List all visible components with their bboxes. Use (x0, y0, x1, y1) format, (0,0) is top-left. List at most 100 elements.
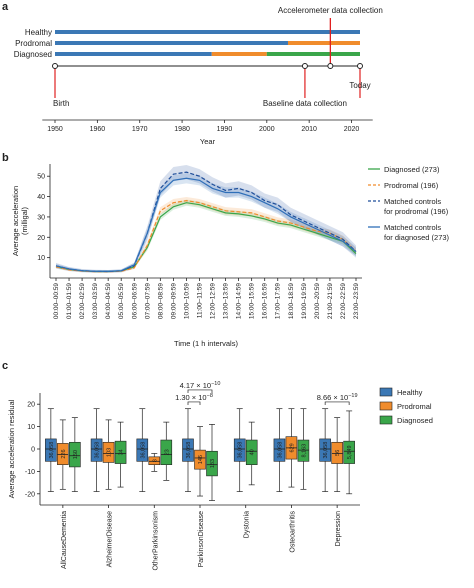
legend-label-3-1: for diagnosed (273) (384, 233, 450, 242)
box-count-6-2: 5,849 (347, 445, 353, 459)
x-tick-label-19: 19:00–19:59 (301, 283, 308, 320)
box-count-5-2: 8,163 (301, 444, 307, 458)
box-count-0-1: 226 (61, 449, 67, 458)
series-line-1 (55, 200, 357, 273)
x-tick-label-16: 16:00–16:59 (262, 283, 269, 320)
box-4-1 (245, 439, 258, 465)
x-tick-label-13: 13:00–13:59 (223, 283, 230, 320)
x-tick-label-11: 11:00–11:59 (196, 283, 203, 319)
box-count-2-1: 8 (152, 459, 158, 462)
x-tick-label-12: 12:00–12:59 (210, 283, 217, 320)
x-tick-label-8: 08:00–08:59 (157, 283, 164, 320)
box-1-1 (102, 441, 115, 463)
x-tick-label-2: 02:00–02:59 (79, 283, 86, 320)
group-label-5: Osteoarthritis (289, 511, 296, 553)
year-tick-label-5: 2000 (259, 126, 275, 133)
x-tick-label-23: 23:00–23:59 (353, 283, 360, 320)
event-label-2: Today (349, 81, 370, 90)
ci-band-1 (56, 196, 356, 273)
x-tick-label-3: 03:00–03:59 (92, 283, 99, 320)
x-tick-label-14: 14:00–14:59 (236, 283, 243, 320)
panel-label-b: b (2, 152, 9, 164)
year-tick-label-7: 2020 (344, 126, 360, 133)
ci-band-0 (56, 199, 356, 273)
x-tick-label-0: 00:00–00:59 (53, 283, 60, 320)
year-tick-label-0: 1950 (47, 126, 63, 133)
box-count-6-1: 56 (335, 450, 341, 456)
legend-label-prodromal: Prodromal (397, 402, 432, 411)
series-line-0 (55, 202, 357, 273)
y-axis-title: Average acceleration residual (7, 399, 16, 498)
box-5-0 (273, 438, 286, 462)
box-2-2 (160, 439, 173, 465)
x-tick-label-15: 15:00–15:59 (249, 283, 256, 320)
legend-swatch-diagnosed (379, 415, 393, 425)
legend-label-2-1: for prodromal (196) (384, 207, 449, 216)
y-tick-label-0: 10 (37, 255, 45, 262)
box-0-0 (45, 438, 57, 462)
box-count-1-2: 34 (119, 449, 125, 455)
box-count-0-0: 36,058 (49, 442, 55, 459)
box-count-5-1: 629 (289, 443, 295, 452)
pvalue-exponent-1: −8 (207, 393, 213, 399)
event-dot-0 (52, 63, 58, 69)
legend-healthy: Healthy (25, 28, 52, 37)
box-count-4-1: 40 (250, 449, 256, 455)
box-1-0 (90, 438, 103, 462)
box-1-2 (114, 440, 127, 464)
y-axis-title: Average acceleration(milligal) (11, 186, 29, 256)
timeline-panel: Healthy Prodromal Diagnosed Accelerometer d… (14, 6, 383, 146)
box-4-0 (233, 438, 246, 462)
year-tick-label-2: 1970 (132, 126, 148, 133)
legend-label-healthy: Healthy (397, 388, 423, 397)
x-tick-label-5: 05:00–05:59 (118, 283, 125, 320)
pvalue-bracket-0 (187, 389, 213, 393)
legend-swatch-healthy (379, 387, 393, 397)
pvalue-label-1: 1.30 × 10−8 (175, 393, 213, 402)
y-tick-label-2: 0 (31, 447, 35, 454)
group-label-6: Depression (335, 511, 342, 547)
event-label-0: Birth (53, 99, 69, 108)
activity-line-chart: 10 20 30 40 50 Average acceleration(milligal)… (11, 164, 450, 348)
box-3-1 (194, 449, 206, 470)
accelerometer-label: Accelerometer data collection (278, 6, 383, 15)
legend-prodromal: Prodromal (15, 39, 52, 48)
legend-label-3-0: Matched controls (384, 223, 441, 232)
group-label-4: Dystonia (244, 511, 251, 538)
residual-box-chart: -20 -10 0 10 20 Average acceleration residual… (7, 381, 433, 571)
y-tick-label-3: 10 (27, 424, 35, 431)
box-0-1 (57, 443, 69, 465)
y-tick-label-3: 40 (37, 194, 45, 201)
legend-swatch-prodromal (379, 401, 393, 411)
y-tick-label-4: 20 (27, 402, 35, 409)
year-tick-label-4: 1990 (217, 126, 233, 133)
event-dot-2 (357, 63, 363, 69)
pvalue-bracket-2 (324, 401, 350, 405)
panel-label-a: a (2, 1, 9, 13)
group-label-2: OtherParkinsonism (152, 511, 159, 571)
box-2-1 (148, 456, 161, 465)
pvalue-label-2: 8.66 × 10−19 (317, 393, 358, 402)
box-3-0 (182, 438, 194, 462)
x-tick-label-9: 09:00–09:59 (170, 283, 177, 320)
ci-band-3 (56, 173, 356, 273)
x-tick-label-17: 17:00–17:59 (275, 283, 282, 320)
pvalue-exponent-0: −10 (211, 381, 220, 387)
x-tick-label-10: 10:00–10:59 (183, 283, 190, 320)
box-6-2 (343, 440, 355, 464)
year-tick-label-1: 1960 (90, 126, 106, 133)
box-count-5-0: 36,058 (277, 442, 283, 459)
x-tick-label-6: 06:00–06:59 (131, 283, 138, 320)
legend-label-1-0: Prodromal (196) (384, 181, 439, 190)
year-tick-label-3: 1980 (174, 126, 190, 133)
y-axis-title-line-1: (milligal) (20, 207, 29, 235)
accelerometer-dot (327, 63, 334, 69)
x-tick-label-21: 21:00–21:59 (327, 283, 334, 320)
box-count-6-0: 36,058 (323, 442, 329, 459)
x-tick-label-1: 01:00–01:59 (66, 283, 73, 320)
x-axis-title: Time (1 h intervals) (174, 339, 238, 348)
box-count-3-2: 183 (210, 459, 216, 468)
x-tick-label-22: 22:00–22:59 (340, 283, 347, 320)
box-count-3-0: 36,058 (186, 442, 192, 459)
box-count-2-2: 23 (164, 449, 170, 455)
